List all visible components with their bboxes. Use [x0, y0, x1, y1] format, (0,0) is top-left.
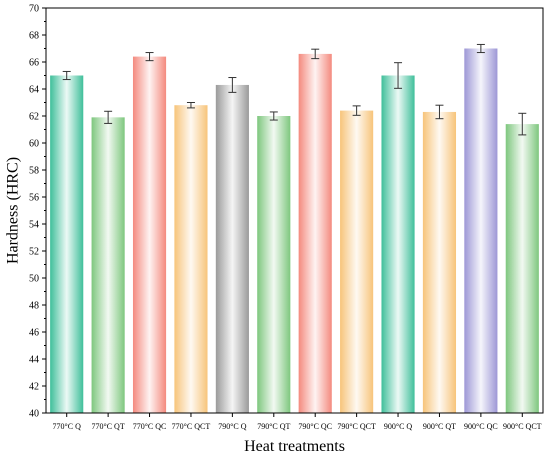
bars-layer — [50, 48, 539, 414]
error-bars-layer — [62, 43, 527, 136]
bar-0 — [50, 75, 84, 413]
x-axis-title: Heat treatments — [244, 438, 345, 455]
bar-4 — [215, 84, 249, 413]
x-tick-label: 770°C Q — [53, 422, 82, 431]
error-bar-1 — [104, 110, 113, 124]
bar-5 — [257, 116, 291, 413]
y-tick-label: 56 — [29, 193, 39, 204]
y-tick-label: 64 — [29, 85, 39, 96]
y-tick-label: 70 — [29, 4, 39, 15]
bar-3 — [174, 105, 208, 413]
error-bar-0 — [62, 70, 71, 81]
x-tick-label: 770°C QCT — [172, 422, 211, 431]
y-tick-label: 58 — [29, 166, 39, 177]
x-tick-label: 790°C QCT — [337, 422, 376, 431]
y-tick-label: 44 — [29, 355, 39, 366]
y-tick-label: 62 — [29, 112, 39, 123]
bar-10 — [464, 48, 498, 413]
bar-9 — [422, 111, 457, 413]
error-bar-8 — [394, 62, 403, 89]
error-bar-2 — [145, 52, 154, 62]
x-tick-label: 900°C Q — [384, 422, 413, 431]
x-axis: 770°C Q 770°C QT 770°C QC 770°C QCT 790°C Q 7… — [53, 413, 542, 431]
x-tick-label: 900°C QCT — [503, 422, 542, 431]
x-tick-label: 770°C QT — [92, 422, 125, 431]
error-bar-9 — [435, 104, 444, 120]
y-tick-label: 48 — [29, 301, 39, 312]
error-bar-5 — [269, 111, 278, 121]
error-bar-3 — [186, 102, 195, 109]
bar-11 — [505, 124, 539, 413]
y-tick-label: 52 — [29, 247, 39, 258]
x-tick-label: 900°C QT — [423, 422, 456, 431]
bar-7 — [340, 110, 374, 413]
x-tick-label: 790°C Q — [218, 422, 247, 431]
y-tick-label: 68 — [29, 31, 39, 42]
y-tick-label: 50 — [29, 274, 39, 285]
error-bar-6 — [311, 48, 320, 60]
error-bar-10 — [476, 43, 485, 54]
y-tick-label: 66 — [29, 58, 39, 69]
y-axis-title: Hardness (HRC) — [5, 157, 22, 264]
bar-1 — [91, 117, 125, 413]
y-tick-label: 42 — [29, 382, 39, 393]
y-tick-label: 46 — [29, 328, 39, 339]
error-bar-7 — [352, 105, 361, 116]
bar-8 — [381, 75, 415, 413]
error-bar-4 — [228, 77, 237, 93]
x-tick-label: 900°C QC — [464, 422, 498, 431]
bar-6 — [298, 53, 332, 414]
x-tick-label: 790°C QT — [257, 422, 290, 431]
x-tick-label: 790°C QC — [298, 422, 332, 431]
y-tick-label: 40 — [29, 409, 39, 420]
y-tick-label: 54 — [29, 220, 39, 231]
error-bar-11 — [518, 112, 527, 136]
bar-2 — [132, 56, 167, 413]
x-tick-label: 770°C QC — [133, 422, 167, 431]
y-axis: 40 42 44 46 48 50 52 54 56 58 60 62 64 66 68 70 — [29, 4, 46, 420]
y-tick-label: 60 — [29, 139, 39, 150]
